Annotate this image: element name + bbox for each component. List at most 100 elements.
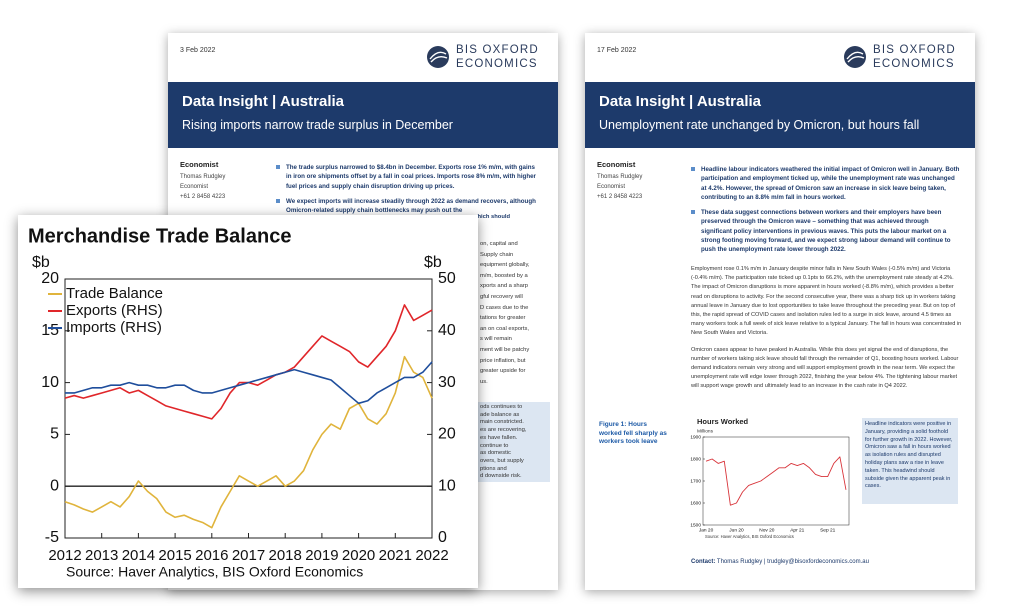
y-tick-label: 1900 [690, 434, 701, 440]
text-fragment: on, capital and [480, 241, 518, 247]
logo-text: BIS OXFORD [873, 44, 956, 56]
x-tick-label: Nov 20 [759, 527, 775, 533]
y2-tick-label: 10 [438, 477, 456, 494]
report-page: 17 Feb 2022 BIS OXFORD ECONOMICS Data In… [585, 33, 975, 590]
x-tick-label: Sep 21 [820, 527, 836, 533]
y-axis-label: Millions [697, 428, 714, 434]
text-fragment: continue to [480, 442, 509, 449]
logo: BIS OXFORD ECONOMICS [426, 43, 546, 73]
economist-block: Economist Thomas Rudgley Economist +61 2… [180, 160, 225, 202]
x-tick-label: 2015 [158, 547, 191, 564]
contact: Contact: Thomas Rudgley | trudgley@bisox… [691, 559, 869, 565]
banner-title: Data Insight | Australia [182, 93, 345, 110]
chart-source: Source: Haver Analytics, BIS Oxford Econ… [705, 534, 794, 539]
economist-phone: +61 2 8458 4223 [597, 194, 643, 200]
text-fragment: greater upside for [480, 368, 526, 375]
x-tick-label: Jan 20 [699, 527, 714, 533]
body-text: Employment rose 0.1% m/m in January desp… [691, 265, 963, 399]
side-box: Headline indicators were positive in Jan… [862, 418, 958, 504]
x-tick-label: 2018 [269, 547, 302, 564]
economist-name: Thomas Rudgley [597, 174, 643, 180]
logo-text: ECONOMICS [456, 58, 538, 70]
bullet-list: Headline labour indicators weathered the… [691, 165, 961, 261]
economist-role: Economist [597, 184, 626, 190]
text-fragment: main constricted. [480, 419, 524, 426]
text-fragment: price inflation, but [480, 357, 526, 364]
text-fragment: xports and a sharp [480, 283, 529, 290]
report-date: 3 Feb 2022 [180, 47, 216, 54]
chart-title: Merchandise Trade Balance [28, 225, 291, 247]
text-fragment: equipment globally, [480, 262, 530, 269]
y2-tick-label: 30 [438, 374, 456, 391]
text-fragment: es are recovering, [480, 427, 527, 434]
x-tick-label: 2019 [305, 547, 338, 564]
y2-tick-label: 40 [438, 322, 456, 339]
y-tick-label: 5 [50, 426, 59, 443]
text-fragment: ment will be patchy [480, 346, 530, 353]
series-line [64, 355, 433, 529]
banner-subtitle: Unemployment rate unchanged by Omicron, … [599, 118, 920, 132]
economist-name: Thomas Rudgley [180, 174, 226, 180]
bullet: Headline labour indicators weathered the… [691, 165, 961, 202]
y-tick-label: 0 [50, 477, 59, 494]
contact-label: Contact: [691, 559, 716, 565]
text-fragment: us. [480, 378, 488, 385]
chart-source: Source: Haver Analytics, BIS Oxford Econ… [66, 564, 363, 580]
economist-block: Economist Thomas Rudgley Economist +61 2… [597, 160, 642, 202]
series-line [705, 456, 847, 506]
paragraph: Omicron cases appear to have peaked in A… [691, 346, 959, 390]
text-fragment: s will remain [480, 336, 512, 343]
y-tick-label: -5 [45, 529, 59, 546]
bullet: The trade surplus narrowed to $8.4bn in … [276, 163, 541, 191]
banner: Data Insight | Australia Unemployment ra… [585, 82, 975, 148]
y-tick-label: 1500 [690, 522, 701, 528]
economist-role: Economist [180, 184, 209, 190]
x-tick-label: Apr 21 [790, 527, 804, 533]
bullet-list: The trade surplus narrowed to $8.4bn in … [276, 163, 541, 221]
text-fragment: d downside risk. [480, 473, 522, 480]
x-tick-label: 2012 [48, 547, 81, 564]
y2-tick-label: 20 [438, 426, 456, 443]
text-fragment: m/m, boosted by a [480, 272, 528, 279]
text-fragment: as domestic [480, 450, 511, 457]
text-box: ods continues to ade balance as main const… [478, 402, 550, 482]
banner-title: Data Insight | Australia [599, 93, 762, 110]
text-fragments: on, capital and Supply chain equipment glo… [480, 239, 530, 387]
legend-label: Trade Balance [66, 285, 163, 302]
x-tick-label: 2016 [195, 547, 228, 564]
banner-subtitle: Rising imports narrow trade surplus in D… [182, 118, 453, 132]
y-axis-label: $b [32, 254, 50, 271]
text-fragment: Supply chain [480, 251, 514, 258]
paragraph: Employment rose 0.1% m/m in January desp… [691, 266, 962, 337]
x-tick-label: 2021 [379, 547, 412, 564]
y-tick-label: 20 [41, 270, 59, 287]
y-tick-label: 10 [41, 374, 59, 391]
text-fragment: ptions and [480, 465, 507, 472]
text-fragment: es have fallen. [480, 434, 518, 441]
logo-text: ECONOMICS [873, 58, 955, 70]
text-fragment: tations for greater [480, 315, 526, 322]
text-fragment: gful recovery will [480, 293, 523, 300]
text-fragment: an on coal exports, [480, 325, 529, 332]
text-fragment: D cases due to the [480, 304, 529, 311]
bullet-tail: which should [473, 214, 511, 220]
y2-tick-label: 0 [438, 529, 447, 546]
x-tick-label: Jun 20 [729, 527, 744, 533]
bullet: We expect imports will increase steadily… [276, 197, 541, 216]
report-date: 17 Feb 2022 [597, 47, 637, 54]
y2-tick-label: 50 [438, 270, 456, 287]
y2-axis-label: $b [424, 254, 442, 271]
economist-phone: +61 2 8458 4223 [180, 194, 226, 200]
legend-label: Imports (RHS) [66, 319, 162, 336]
y-tick-label: 1800 [690, 456, 701, 462]
banner: Data Insight | Australia Rising imports … [168, 82, 558, 148]
logo-icon [427, 46, 449, 68]
x-tick-label: 2020 [342, 547, 375, 564]
x-tick-label: 2022 [415, 547, 448, 564]
x-tick-label: 2014 [122, 547, 155, 564]
x-tick-label: 2013 [85, 547, 118, 564]
text-fragment: overs, but supply [480, 457, 524, 464]
series-line [65, 361, 433, 405]
logo-icon [844, 46, 866, 68]
